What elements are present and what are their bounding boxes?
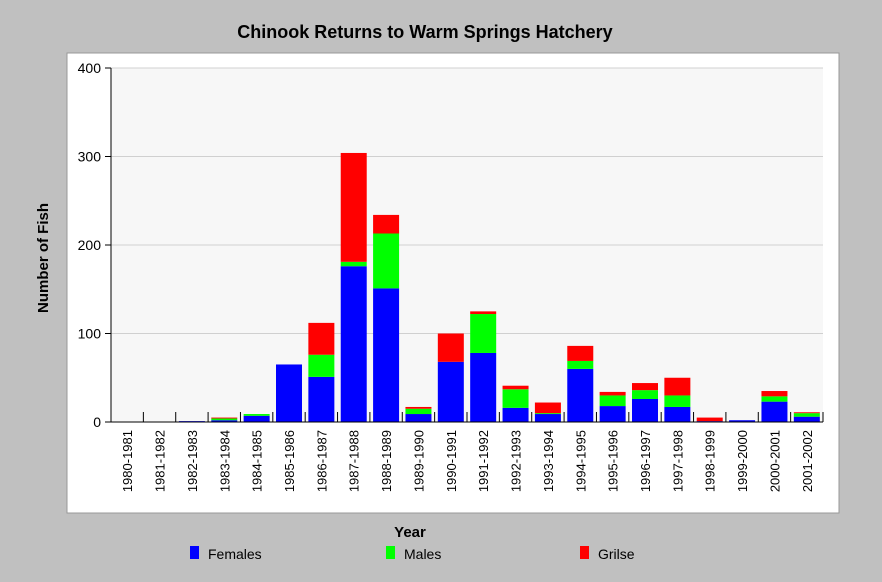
bar-females-1996-1997 bbox=[632, 398, 658, 422]
x-tick-label: 1985-1986 bbox=[282, 430, 297, 492]
x-tick-label: 1981-1982 bbox=[153, 430, 168, 492]
bar-females-1994-1995 bbox=[567, 368, 594, 422]
legend-swatch-females bbox=[190, 546, 199, 559]
bar-grilse-1990-1991 bbox=[437, 333, 464, 362]
bar-males-1987-1988 bbox=[340, 261, 367, 267]
y-tick-label: 400 bbox=[78, 60, 102, 76]
x-tick-label: 1980-1981 bbox=[120, 430, 135, 492]
x-axis-label: Year bbox=[394, 524, 426, 541]
bar-females-1986-1987 bbox=[308, 376, 335, 422]
bar-females-2000-2001 bbox=[761, 401, 788, 422]
chart-title: Chinook Returns to Warm Springs Hatchery bbox=[237, 22, 612, 42]
y-axis-label: Number of Fish bbox=[35, 203, 52, 313]
x-tick-label: 1995-1996 bbox=[606, 430, 621, 492]
bar-females-1983-1984 bbox=[211, 420, 238, 422]
bar-grilse-1988-1989 bbox=[373, 214, 400, 234]
bar-grilse-1983-1984 bbox=[211, 417, 238, 419]
x-tick-label: 1984-1985 bbox=[250, 430, 265, 492]
bar-grilse-1995-1996 bbox=[599, 391, 626, 396]
x-tick-label: 1982-1983 bbox=[185, 430, 200, 492]
x-tick-label: 1987-1988 bbox=[347, 430, 362, 492]
bar-females-1999-2000 bbox=[729, 420, 756, 422]
bar-males-2000-2001 bbox=[761, 396, 788, 402]
bar-females-1985-1986 bbox=[276, 364, 302, 422]
bar-females-1987-1988 bbox=[340, 266, 367, 422]
bar-females-1991-1992 bbox=[470, 352, 497, 422]
x-tick-label: 1989-1990 bbox=[411, 430, 426, 492]
bar-females-1990-1991 bbox=[437, 361, 464, 422]
x-tick-label: 2001-2002 bbox=[800, 430, 815, 492]
legend-swatch-grilse bbox=[580, 546, 589, 559]
bar-females-1989-1990 bbox=[405, 414, 432, 422]
bar-grilse-1987-1988 bbox=[340, 152, 367, 262]
bar-males-2001-2002 bbox=[793, 413, 820, 417]
bar-males-1995-1996 bbox=[599, 395, 626, 407]
legend-swatch-males bbox=[386, 546, 395, 559]
bar-females-1984-1985 bbox=[243, 415, 270, 422]
x-tick-label: 1991-1992 bbox=[476, 430, 491, 492]
bar-grilse-1993-1994 bbox=[534, 402, 561, 414]
y-tick-label: 300 bbox=[78, 149, 102, 165]
legend: Females Males Grilse bbox=[190, 546, 635, 562]
axes: 0 100 200 300 400 1980-1981 1981-1982 1982-1983… bbox=[78, 60, 824, 492]
bar-males-1994-1995 bbox=[567, 360, 594, 369]
x-tick-label: 1986-1987 bbox=[314, 430, 329, 492]
x-tick-label: 1990-1991 bbox=[444, 430, 459, 492]
bar-males-1984-1985 bbox=[243, 414, 270, 416]
legend-label-males: Males bbox=[404, 546, 441, 562]
legend-label-females: Females bbox=[208, 546, 262, 562]
x-tick-label: 1997-1998 bbox=[670, 430, 685, 492]
gridlines bbox=[111, 67, 823, 334]
bar-males-1983-1984 bbox=[211, 418, 238, 421]
bar-grilse-1997-1998 bbox=[664, 377, 691, 396]
y-tick-label: 200 bbox=[78, 237, 102, 253]
x-tick-label: 1988-1989 bbox=[379, 430, 394, 492]
bar-males-1986-1987 bbox=[308, 354, 335, 377]
legend-label-grilse: Grilse bbox=[598, 546, 635, 562]
bar-grilse-1986-1987 bbox=[308, 322, 335, 355]
bar-males-1997-1998 bbox=[664, 395, 691, 407]
x-tick-label: 1992-1993 bbox=[509, 430, 524, 492]
bar-males-1993-1994 bbox=[534, 413, 561, 415]
bars bbox=[178, 152, 820, 422]
bar-females-2001-2002 bbox=[793, 416, 820, 422]
bar-grilse-1994-1995 bbox=[567, 345, 594, 361]
x-tick-label: 1993-1994 bbox=[541, 430, 556, 492]
bar-males-1992-1993 bbox=[502, 389, 529, 408]
bar-grilse-2000-2001 bbox=[761, 391, 788, 397]
bar-grilse-1996-1997 bbox=[632, 383, 658, 391]
x-tick-label: 1996-1997 bbox=[638, 430, 653, 492]
bar-grilse-2001-2002 bbox=[793, 412, 820, 414]
bar-males-1996-1997 bbox=[632, 390, 658, 399]
bar-females-1988-1989 bbox=[373, 288, 400, 422]
bar-grilse-1991-1992 bbox=[470, 311, 497, 315]
y-tick-label: 100 bbox=[78, 326, 102, 342]
x-tick-label: 1998-1999 bbox=[703, 430, 718, 492]
bar-males-1988-1989 bbox=[373, 233, 400, 289]
x-tick-label: 1999-2000 bbox=[735, 430, 750, 492]
bar-females-1997-1998 bbox=[664, 406, 691, 422]
x-tick-label: 1994-1995 bbox=[573, 430, 588, 492]
bar-grilse-1989-1990 bbox=[405, 406, 432, 409]
y-tick-label: 0 bbox=[93, 414, 101, 430]
bar-grilse-1992-1993 bbox=[502, 385, 529, 390]
bar-females-1992-1993 bbox=[502, 407, 529, 422]
bar-grilse-1998-1999 bbox=[696, 417, 723, 422]
x-tick-label: 2000-2001 bbox=[767, 430, 782, 492]
x-tick-label: 1983-1984 bbox=[217, 430, 232, 492]
bar-females-1993-1994 bbox=[534, 414, 561, 422]
bar-males-1991-1992 bbox=[470, 314, 497, 353]
bar-males-1989-1990 bbox=[405, 408, 432, 415]
bar-females-1995-1996 bbox=[599, 406, 626, 422]
